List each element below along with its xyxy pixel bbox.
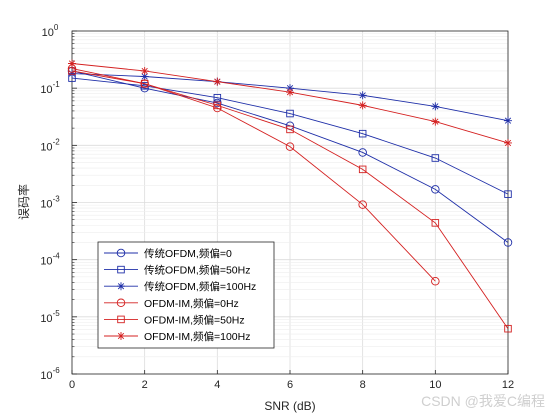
y-tick-exponent: 0 [54, 23, 59, 32]
y-tick-exponent: -1 [53, 80, 61, 89]
x-tick-label: 6 [287, 379, 293, 391]
y-tick-label: 10-1 [40, 80, 60, 96]
y-tick-exponent: -3 [53, 195, 61, 204]
legend-item: OFDM-IM,频偏=50Hz [104, 313, 245, 326]
legend-label: 传统OFDM,频偏=0 [144, 247, 232, 260]
x-tick-label: 10 [429, 379, 441, 391]
y-tick-label: 10-4 [40, 252, 60, 268]
star-marker [358, 91, 367, 100]
circle-marker [140, 79, 149, 88]
square-marker [431, 154, 440, 162]
y-tick-base: 10 [40, 199, 52, 211]
y-tick-exponent: -6 [53, 366, 61, 375]
y-tick-label: 10-2 [40, 137, 60, 153]
series-5 [68, 67, 512, 333]
y-tick-label: 10-3 [40, 195, 60, 211]
square-marker [117, 315, 125, 324]
circle-marker [358, 148, 367, 157]
x-tick-label: 4 [214, 379, 220, 391]
square-marker [213, 93, 222, 102]
x-axis-title: SNR (dB) [264, 399, 315, 413]
circle-marker [140, 83, 149, 93]
square-marker [68, 67, 76, 75]
square-marker [117, 265, 125, 274]
y-tick-exponent: -5 [53, 309, 61, 318]
square-marker [358, 165, 367, 174]
circle-marker [431, 276, 440, 286]
legend-item: OFDM-IM,频偏=100Hz [104, 330, 250, 343]
series-6 [68, 59, 512, 147]
y-tick-exponent: -2 [53, 137, 61, 146]
legend-label: OFDM-IM,频偏=50Hz [144, 313, 245, 326]
y-tick-base: 10 [40, 313, 52, 325]
x-tick-label: 2 [142, 379, 148, 391]
square-marker [140, 79, 149, 88]
y-tick-label: 100 [42, 23, 59, 39]
watermark: CSDN @我爱C编程 [421, 393, 545, 409]
x-tick-label: 8 [360, 379, 366, 391]
square-marker [286, 109, 294, 118]
y-tick-base: 10 [40, 141, 52, 153]
circle-marker [213, 103, 222, 113]
legend-label: OFDM-IM,频偏=0Hz [144, 297, 239, 310]
square-marker [286, 125, 294, 134]
circle-marker [285, 142, 295, 151]
legend-item: 传统OFDM,频偏=0 [104, 247, 232, 260]
star-marker [286, 88, 294, 97]
star-marker [431, 117, 440, 126]
star-marker [140, 66, 149, 75]
circle-marker [358, 200, 367, 209]
x-tick-label: 0 [69, 379, 75, 391]
legend-item: 传统OFDM,频偏=100Hz [104, 280, 256, 293]
star-marker [117, 282, 125, 291]
series [67, 59, 513, 333]
star-marker [140, 72, 149, 81]
circle-marker [116, 248, 126, 258]
circle-marker [116, 298, 126, 308]
y-tick-base: 10 [40, 84, 52, 96]
legend: 传统OFDM,频偏=0 传统OFDM,频偏=50Hz 传统OFDM,频偏=100Hz… [97, 241, 275, 349]
legend-box [97, 241, 275, 349]
y-tick-label: 10-6 [40, 366, 60, 382]
square-marker [213, 101, 222, 110]
legend-label: 传统OFDM,频偏=100Hz [144, 280, 256, 293]
x-tick-label: 12 [502, 379, 514, 391]
square-marker [431, 219, 440, 227]
y-tick-exponent: -4 [53, 252, 61, 261]
y-tick-base: 10 [42, 27, 54, 39]
square-marker [504, 190, 512, 198]
circle-marker [213, 98, 222, 108]
legend-label: OFDM-IM,频偏=100Hz [144, 330, 250, 343]
legend-label: 传统OFDM,频偏=50Hz [144, 264, 250, 277]
star-marker [286, 84, 294, 93]
square-marker [504, 324, 512, 333]
circle-marker [431, 185, 440, 194]
star-marker [504, 138, 512, 147]
legend-item: OFDM-IM,频偏=0Hz [104, 297, 239, 310]
star-marker [213, 77, 222, 86]
y-tick-base: 10 [40, 370, 52, 382]
y-tick-base: 10 [40, 256, 52, 268]
star-marker [117, 332, 125, 340]
y-tick-label: 10-5 [40, 309, 60, 325]
circle-marker [503, 238, 513, 247]
square-marker [358, 129, 367, 138]
legend-item: 传统OFDM,频偏=50Hz [104, 264, 250, 277]
star-marker [431, 102, 440, 111]
series-3 [68, 69, 512, 125]
star-marker [358, 101, 367, 110]
y-axis-title: 误码率 [16, 184, 31, 220]
series-line [71, 77, 509, 195]
series-2 [68, 74, 512, 198]
series-line [71, 70, 509, 329]
star-marker [504, 116, 512, 125]
star-marker [68, 59, 76, 68]
star-marker [68, 69, 76, 78]
